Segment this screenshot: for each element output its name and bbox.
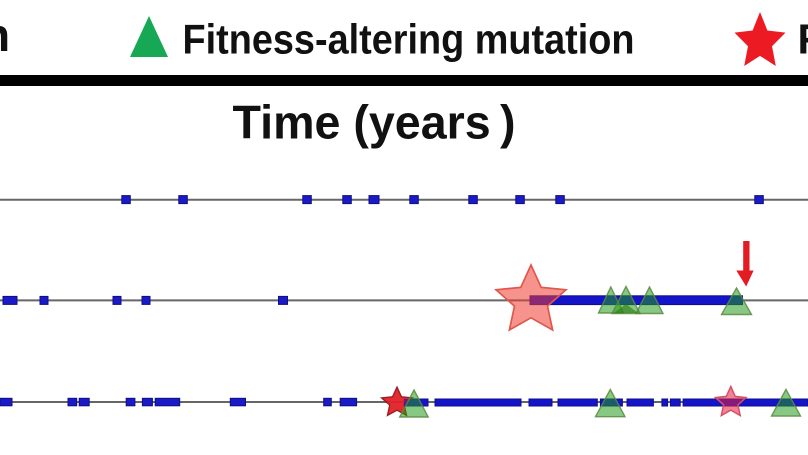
svg-text:R: R bbox=[798, 16, 808, 63]
svg-text:n: n bbox=[0, 9, 10, 61]
svg-text:Time (years ): Time (years ) bbox=[233, 96, 516, 149]
svg-text:Fitness-altering mutation: Fitness-altering mutation bbox=[183, 16, 635, 63]
